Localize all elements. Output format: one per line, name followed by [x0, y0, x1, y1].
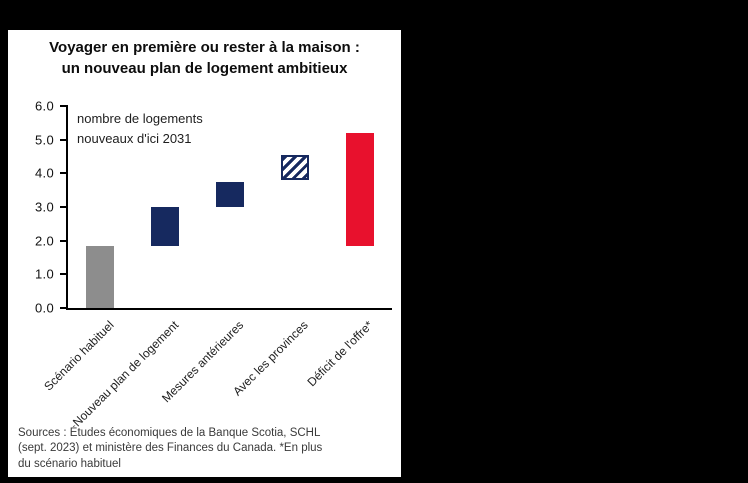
- plot-area: nombre de logements nouveaux d'ici 2031: [60, 105, 392, 310]
- plot-annotation: nombre de logements nouveaux d'ici 2031: [77, 109, 203, 148]
- y-axis: 0.0 1.0 2.0 3.0 4.0 5.0 6.0: [8, 99, 58, 316]
- chart-bar: [216, 181, 244, 207]
- y-tick-mark: [60, 105, 68, 107]
- chart-title: Voyager en première ou rester à la maiso…: [8, 37, 401, 79]
- chart-title-line-1: Voyager en première ou rester à la maiso…: [49, 39, 360, 56]
- chart-bar: [151, 207, 180, 246]
- x-tick-label: Nouveau plan de logement: [69, 318, 182, 430]
- y-tick-label: 5.0: [35, 132, 54, 148]
- x-tick-label: Scénario habituel: [40, 318, 117, 394]
- chart-bar: [86, 245, 115, 308]
- y-tick-label: 4.0: [35, 165, 54, 181]
- y-tick-mark: [60, 138, 68, 141]
- y-tick-label: 1.0: [35, 266, 54, 282]
- y-tick-mark: [60, 172, 68, 175]
- source-note: Sources : Études économiques de la Banqu…: [18, 426, 322, 472]
- chart-bar: [345, 132, 374, 246]
- y-tick-label: 0.0: [35, 300, 54, 316]
- chart-title-line-2: un nouveau plan de logement ambitieux: [61, 60, 348, 77]
- y-tick-mark: [60, 239, 68, 242]
- x-axis-labels: Scénario habituel Nouveau plan de logemen…: [41, 318, 392, 440]
- chart-panel: Voyager en première ou rester à la maiso…: [8, 30, 401, 477]
- y-tick-mark: [60, 273, 68, 276]
- y-tick-label: 2.0: [35, 233, 54, 249]
- source-note-line-2: (sept. 2023) et ministère des Finances d…: [18, 442, 323, 455]
- y-tick-mark: [60, 206, 68, 208]
- plot-annotation-line-1: nombre de logements: [77, 111, 203, 126]
- chart-bar: [280, 154, 309, 181]
- source-note-line-1: Sources : Études économiques de la Banqu…: [18, 426, 321, 439]
- y-tick-label: 6.0: [35, 98, 54, 114]
- source-note-line-3: du scénario habituel: [18, 457, 121, 470]
- y-tick-mark: [60, 307, 68, 309]
- y-tick-label: 3.0: [35, 199, 54, 215]
- x-tick-label: Déficit de l'offre*: [304, 318, 376, 390]
- plot-annotation-line-2: nouveaux d'ici 2031: [77, 130, 192, 146]
